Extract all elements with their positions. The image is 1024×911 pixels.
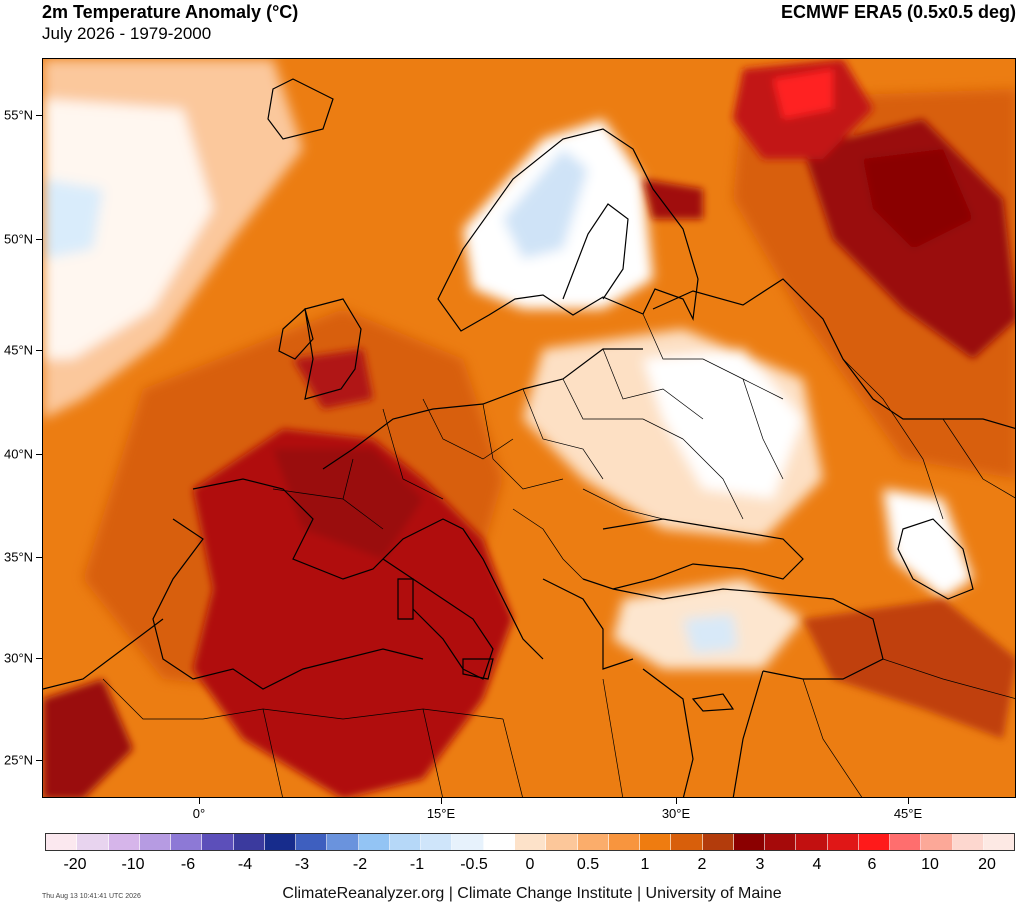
- color-scale-cell: [421, 834, 453, 850]
- color-scale-label: -0.5: [460, 856, 488, 873]
- color-scale-cell: [77, 834, 109, 850]
- map-subtitle: July 2026 - 1979-2000: [42, 24, 212, 43]
- caspian-neutral-region: [883, 489, 973, 599]
- lat-label: 55°N: [4, 107, 34, 123]
- lon-label: 0°: [192, 806, 206, 821]
- color-scale-label: 1: [640, 856, 650, 873]
- color-scale-label: -20: [63, 856, 87, 873]
- color-scale-label: 6: [867, 856, 877, 873]
- color-scale-cell: [202, 834, 234, 850]
- color-scale-label: 0.5: [576, 856, 600, 873]
- lat-tick: [36, 115, 42, 116]
- white-sea-heat-spot: [643, 179, 703, 219]
- lat-label: 45°N: [4, 342, 34, 358]
- lat-tick: [36, 454, 42, 455]
- country-borders: [102, 313, 1015, 797]
- color-scale-cell: [546, 834, 578, 850]
- lat-label: 30°N: [4, 650, 34, 666]
- color-scale-label: -6: [180, 856, 196, 873]
- footer-credit: ClimateReanalyzer.org | Climate Change I…: [282, 885, 782, 902]
- atlantic-cool-spot: [43, 179, 103, 259]
- color-scale-cell: [827, 834, 859, 850]
- color-scale-cell: [483, 834, 515, 850]
- lon-label: 45°E: [893, 806, 923, 821]
- color-scale-cell: [233, 834, 265, 850]
- france-heat-core: [273, 449, 423, 559]
- west-europe-heat-region: [193, 429, 513, 797]
- color-scale-cell: [765, 834, 797, 850]
- lon-tick: [908, 798, 909, 804]
- middle-east-warm-region: [803, 599, 1015, 739]
- coastlines: [43, 78, 1015, 797]
- color-scale-cell: [171, 834, 203, 850]
- color-scale-cell: [796, 834, 828, 850]
- color-scale-label: -1: [409, 856, 425, 873]
- color-scale-cell: [671, 834, 703, 850]
- color-scale-label: 3: [755, 856, 765, 873]
- lon-label: 30°E: [661, 806, 691, 821]
- color-scale-cell: [983, 834, 1015, 850]
- color-scale-label: 0: [525, 856, 535, 873]
- lon-tick: [441, 798, 442, 804]
- lon-tick: [676, 798, 677, 804]
- color-scale-label: 2: [697, 856, 707, 873]
- lat-tick: [36, 239, 42, 240]
- lat-tick: [36, 350, 42, 351]
- color-scale-cell: [890, 834, 922, 850]
- dataset-source: ECMWF ERA5 (0.5x0.5 deg): [780, 2, 1016, 22]
- color-scale-cell: [46, 834, 78, 850]
- color-scale-label: -2: [352, 856, 368, 873]
- anomaly-map-canvas: [43, 59, 1015, 797]
- color-scale-cell: [264, 834, 297, 850]
- color-scale-cell: [640, 834, 672, 850]
- color-scale-cell: [952, 834, 984, 850]
- anomaly-map[interactable]: [42, 58, 1016, 798]
- color-scale-cell: [608, 834, 641, 850]
- color-scale-cell: [733, 834, 766, 850]
- color-scale-cell: [296, 834, 328, 850]
- color-scale-label: -4: [237, 856, 253, 873]
- color-scale-label: -10: [121, 856, 145, 873]
- lon-tick: [199, 798, 200, 804]
- lat-label: 35°N: [4, 549, 34, 565]
- lat-tick: [36, 658, 42, 659]
- lat-label: 25°N: [4, 752, 34, 768]
- color-scale-cell: [514, 834, 547, 850]
- color-scale-cell: [108, 834, 140, 850]
- color-scale-cell: [577, 834, 609, 850]
- color-scale-cell: [389, 834, 422, 850]
- lon-label: 15°E: [426, 806, 456, 821]
- lat-label: 40°N: [4, 446, 34, 462]
- color-scale-cell: [358, 834, 390, 850]
- render-timestamp: Thu Aug 13 10:41:41 UTC 2026: [42, 893, 141, 900]
- color-scale-cell: [702, 834, 734, 850]
- color-scale-cell: [858, 834, 891, 850]
- color-scale-label: 20: [978, 856, 996, 873]
- kola-heat-core: [773, 69, 833, 119]
- color-scale-cell: [327, 834, 359, 850]
- color-scale-bar: [45, 833, 1015, 851]
- morocco-heat-region: [43, 679, 133, 797]
- color-scale-label: -3: [294, 856, 310, 873]
- color-scale-cell: [921, 834, 953, 850]
- east-europe-neutral-region: [643, 349, 803, 499]
- british-isles-heat-region: [293, 349, 373, 409]
- color-scale-cell: [452, 834, 484, 850]
- color-scale-cell: [139, 834, 172, 850]
- scandinavia-cool-region: [503, 149, 588, 259]
- lat-tick: [36, 557, 42, 558]
- lat-tick: [36, 760, 42, 761]
- atlantic-neutral-region: [43, 99, 213, 359]
- color-scale-label: 4: [812, 856, 822, 873]
- color-scale-label: 10: [921, 856, 939, 873]
- map-title: 2m Temperature Anomaly (°C): [42, 2, 299, 22]
- anatolia-cool-spot: [683, 614, 738, 654]
- russia-heat-core: [863, 149, 973, 249]
- lat-label: 50°N: [4, 231, 34, 247]
